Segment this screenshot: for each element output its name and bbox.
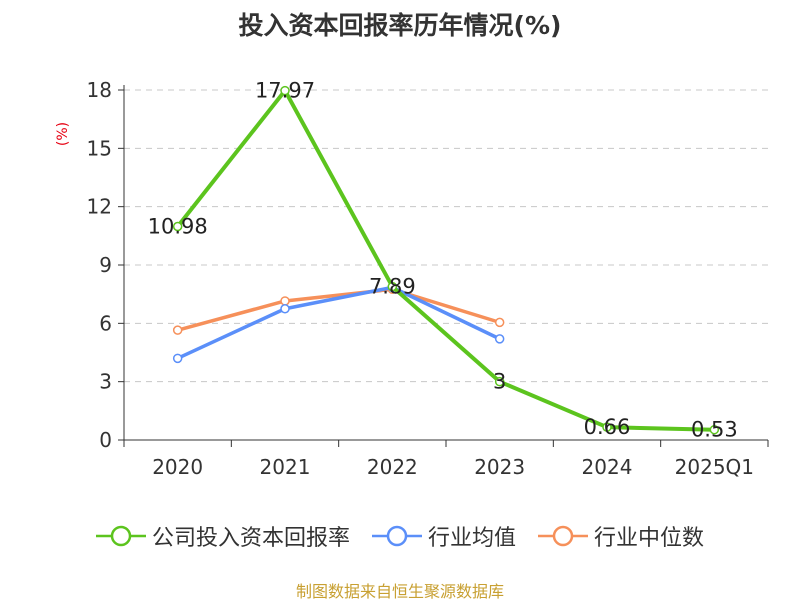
data-point	[602, 422, 612, 432]
legend-item[interactable]: 公司投入资本回报率	[95, 520, 350, 552]
x-tick-label: 2024	[582, 455, 633, 479]
y-tick-label: 3	[99, 370, 112, 394]
series-line	[175, 287, 502, 332]
legend-label: 公司投入资本回报率	[151, 526, 350, 551]
y-tick-label: 6	[99, 311, 112, 335]
y-tick-label: 12	[87, 195, 112, 219]
x-tick-label: 2021	[260, 455, 311, 479]
data-label: 3	[493, 370, 506, 394]
x-tick-label: 2025Q1	[675, 455, 754, 479]
data-point	[172, 221, 183, 232]
legend-line-marker-icon	[538, 525, 588, 547]
data-label: 7.89	[369, 275, 416, 299]
data-point	[172, 325, 183, 335]
data-labels: 10.98 17.97 7.89 3 0.66 0.53	[148, 79, 738, 442]
data-point	[494, 317, 505, 328]
data-label: 0.66	[584, 415, 631, 439]
legend-line-marker-icon	[371, 525, 422, 547]
legend-line-marker-icon	[95, 525, 146, 547]
axes: 0 3 6 9 12 15 18 2020 2021 2022 2023 2024 2025Q1	[87, 78, 769, 479]
source-note: 制图数据来自恒生聚源数据库	[295, 582, 504, 601]
grid-lines	[124, 89, 768, 383]
series-line	[175, 88, 717, 432]
y-tick-label: 18	[87, 78, 112, 102]
legend-item[interactable]: 行业中位数	[538, 520, 704, 552]
legend-label: 行业中位数	[594, 526, 705, 551]
data-point	[280, 85, 290, 96]
chart-title: 投入资本回报率历年情况(%)	[238, 11, 562, 40]
x-tick-label: 2020	[152, 455, 203, 479]
data-point	[494, 376, 505, 387]
legend-item[interactable]: 行业均值	[371, 520, 516, 552]
legend: 公司投入资本回报率 行业均值 行业中位数	[0, 520, 800, 552]
data-label: 17.97	[255, 79, 315, 103]
y-tick-label: 0	[99, 428, 112, 452]
data-point	[494, 334, 505, 344]
y-tick-label: 9	[99, 253, 112, 277]
x-tick-label: 2023	[474, 455, 525, 479]
data-point	[280, 304, 290, 314]
x-tick-label: 2022	[367, 455, 418, 479]
legend-label: 行业均值	[427, 526, 516, 551]
data-label: 10.98	[148, 215, 208, 239]
series-line	[175, 285, 502, 361]
series-lines	[172, 85, 720, 435]
data-point	[709, 424, 720, 435]
data-point	[280, 296, 290, 306]
y-tick-label: 15	[87, 136, 112, 160]
data-label: 0.53	[691, 418, 738, 442]
data-point	[172, 353, 183, 364]
data-point	[387, 281, 398, 292]
